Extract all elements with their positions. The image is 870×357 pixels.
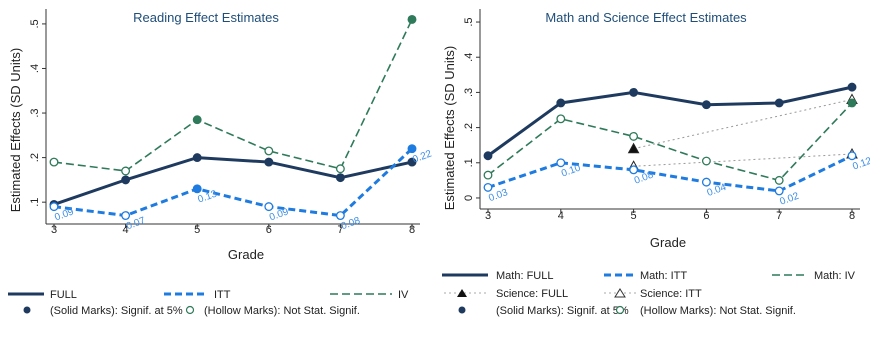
reading-y-tick-label: .5 xyxy=(29,19,41,28)
legend-math-full-label: Math: FULL xyxy=(496,270,553,282)
reading-series-full-point xyxy=(192,153,202,163)
reading-series-full-line xyxy=(53,156,413,206)
math-series-math-full-point xyxy=(556,98,566,108)
legend-hollow-note: (Hollow Marks): Not Stat. Signif. xyxy=(204,305,360,317)
reading-legend: FULL ITT IV (Solid Marks): Signif. at 5%… xyxy=(8,289,409,317)
math-series-math-itt-point xyxy=(847,151,857,161)
legend-math-itt-label: Math: ITT xyxy=(640,270,687,282)
reading-x-tick-label: 4 xyxy=(123,224,129,236)
math-series-math-full-point xyxy=(483,151,493,161)
reading-series-iv-point xyxy=(264,146,274,156)
math-series-math-full-line xyxy=(487,85,853,157)
reading-chart-title: Reading Effect Estimates xyxy=(133,10,279,25)
math-series-science-full-line xyxy=(633,98,853,150)
reading-series-itt-point xyxy=(264,202,274,212)
math-y-tick-label: .2 xyxy=(463,123,475,132)
math-y-tick-label: .3 xyxy=(463,88,475,97)
math-series-math-full-point xyxy=(629,87,639,97)
math-chart-title: Math and Science Effect Estimates xyxy=(545,10,747,25)
reading-x-tick-label: 5 xyxy=(194,224,200,236)
math-series-math-itt-point xyxy=(774,186,784,196)
math-series-math-itt-point xyxy=(556,158,566,168)
math-legend: Math: FULL Math: ITT Math: IV Science: F… xyxy=(442,270,856,317)
math-series-math-full-point xyxy=(847,82,857,92)
legend-full-label: FULL xyxy=(50,289,77,301)
math-science-chart: Math and Science Effect Estimates Estima… xyxy=(442,9,870,317)
reading-series-itt-point xyxy=(192,184,202,194)
reading-y-tick-label: .1 xyxy=(29,198,41,207)
reading-series-itt-point xyxy=(335,211,345,220)
math-y-tick-label: 0 xyxy=(463,195,475,201)
reading-x-tick-label: 3 xyxy=(51,224,57,236)
reading-series-itt-point xyxy=(407,144,417,154)
reading-series-iv-point xyxy=(121,166,131,176)
math-series-math-iv-point xyxy=(629,131,639,141)
reading-series-iv-point xyxy=(192,115,202,125)
reading-series-itt-point xyxy=(121,211,131,220)
reading-series-iv-point xyxy=(335,164,345,174)
legend-hollow-marker xyxy=(185,305,195,315)
reading-y-tick-label: .4 xyxy=(29,64,41,73)
math-x-tick-label: 7 xyxy=(776,210,782,222)
reading-y-tick-label: .3 xyxy=(29,108,41,117)
math-series-science-full-point xyxy=(627,142,640,154)
reading-series-iv-line xyxy=(53,19,413,172)
math-x-tick-label: 3 xyxy=(485,210,491,222)
math-series-math-full-point xyxy=(774,98,784,108)
math-plot-area: 0.1.2.3.4.53 4 5 6 7 80.030.10 0.080.040.020.1… xyxy=(463,9,870,222)
reading-x-tick-label: 6 xyxy=(266,224,272,236)
reading-series-itt-point xyxy=(49,202,59,212)
reading-series-iv-point xyxy=(407,15,417,24)
math-x-tick-label: 5 xyxy=(631,210,637,222)
math-y-tick-label: .4 xyxy=(463,53,475,62)
legend-math-hollow-note: (Hollow Marks): Not Stat. Signif. xyxy=(640,305,796,317)
legend-science-full-label: Science: FULL xyxy=(496,288,568,300)
math-series-math-itt-point xyxy=(629,165,639,175)
reading-series-iv-point xyxy=(49,157,59,167)
math-series-science-itt-line xyxy=(633,153,853,167)
legend-itt-label: ITT xyxy=(214,289,231,301)
math-series-math-itt-point xyxy=(701,177,711,187)
reading-chart: Reading Effect Estimates Estimated Effec… xyxy=(8,9,434,317)
math-series-math-iv-point xyxy=(701,156,711,166)
reading-x-tick-label: 7 xyxy=(337,224,343,236)
math-series-math-iv-point xyxy=(774,175,784,185)
legend-math-hollow-marker xyxy=(615,305,625,315)
legend-science-itt-marker xyxy=(614,288,626,298)
reading-series-full-point xyxy=(335,173,345,183)
math-y-axis-label: Estimated Effects (SD Units) xyxy=(442,46,457,210)
reading-x-tick-label: 8 xyxy=(409,224,415,236)
math-series-math-iv-point xyxy=(847,98,857,108)
legend-iv-label: IV xyxy=(398,289,409,301)
legend-math-solid-marker xyxy=(458,306,466,314)
legend-solid-note: (Solid Marks): Signif. at 5% xyxy=(50,305,183,317)
math-x-tick-label: 6 xyxy=(703,210,709,222)
math-series-math-iv-line xyxy=(487,102,853,182)
legend-science-itt-label: Science: ITT xyxy=(640,288,702,300)
math-series-math-itt-line xyxy=(487,154,853,193)
math-x-tick-label: 8 xyxy=(849,210,855,222)
reading-x-axis-label: Grade xyxy=(228,247,264,262)
math-series-math-itt-point xyxy=(483,182,493,192)
math-series-math-iv-point xyxy=(556,114,566,124)
reading-plot-area: .1.2.3.4.53 4 5 6 7 80.090.070.130.090.080.22 xyxy=(29,9,434,236)
legend-science-full-marker xyxy=(457,289,467,297)
math-y-tick-label: .1 xyxy=(463,158,475,167)
legend-math-solid-note: (Solid Marks): Signif. at 5% xyxy=(496,305,629,317)
reading-y-tick-label: .2 xyxy=(29,153,41,162)
math-series-math-itt-data-label: 0.12 xyxy=(851,155,870,172)
reading-y-axis-label: Estimated Effects (SD Units) xyxy=(8,48,23,212)
math-series-math-full-point xyxy=(701,100,711,110)
reading-series-full-point xyxy=(121,175,131,185)
reading-series-itt-line xyxy=(53,147,414,218)
math-x-axis-label: Grade xyxy=(650,235,686,250)
reading-series-full-point xyxy=(264,157,274,167)
math-series-math-iv-point xyxy=(483,170,493,180)
legend-solid-marker xyxy=(23,306,31,314)
math-y-tick-label: .5 xyxy=(463,17,475,26)
legend-math-iv-label: Math: IV xyxy=(814,270,856,282)
reading-series-full-point xyxy=(407,157,417,167)
math-x-tick-label: 4 xyxy=(558,210,564,222)
